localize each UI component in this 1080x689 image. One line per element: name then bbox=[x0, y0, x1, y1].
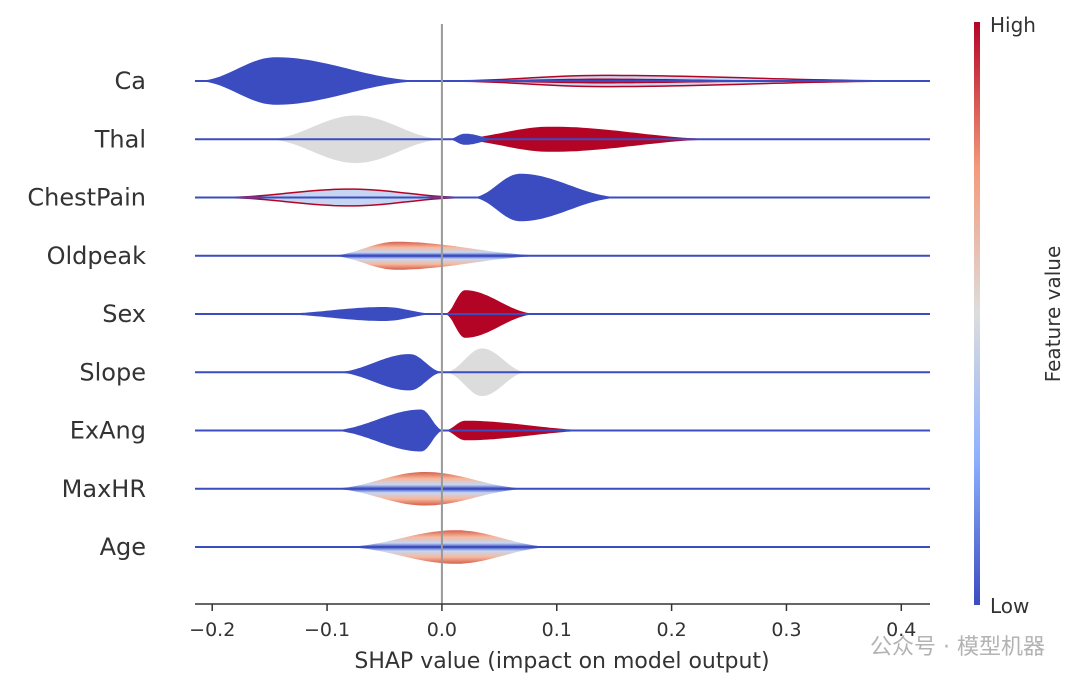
feature-label-exang: ExAng bbox=[70, 417, 146, 445]
violin-row-oldpeak bbox=[195, 241, 930, 270]
x-tick-label: 0.3 bbox=[771, 619, 801, 641]
x-tick-label: 0.2 bbox=[656, 619, 686, 641]
colorbar-low-label: Low bbox=[990, 594, 1029, 618]
feature-label-thal: Thal bbox=[94, 125, 146, 153]
x-tick-label: −0.1 bbox=[304, 619, 350, 641]
feature-label-age: Age bbox=[100, 533, 146, 561]
feature-label-chestpain: ChestPain bbox=[27, 184, 146, 212]
watermark: 公众号 · 模型机器 bbox=[870, 635, 1045, 660]
violin-row-exang bbox=[195, 409, 930, 452]
feature-label-ca: Ca bbox=[115, 67, 146, 95]
x-ticks: −0.2 −0.1 0.0 0.1 0.2 0.3 0.4 bbox=[189, 604, 916, 641]
feature-label-slope: Slope bbox=[79, 358, 146, 386]
x-tick-label: −0.2 bbox=[189, 619, 235, 641]
violin-row-ca bbox=[195, 57, 930, 105]
colorbar-high-label: High bbox=[990, 13, 1036, 37]
violin-row-thal bbox=[195, 115, 930, 164]
feature-label-maxhr: MaxHR bbox=[62, 475, 146, 503]
x-axis-title: SHAP value (impact on model output) bbox=[354, 649, 769, 674]
colorbar: High Low Feature value bbox=[974, 13, 1065, 618]
colorbar-title: Feature value bbox=[1041, 246, 1065, 383]
violin-row-age bbox=[195, 530, 930, 564]
x-tick-label: 0.4 bbox=[886, 619, 916, 641]
x-tick-label: 0.1 bbox=[542, 619, 572, 641]
feature-label-oldpeak: Oldpeak bbox=[47, 242, 147, 270]
feature-labels: Ca Thal ChestPain Oldpeak Sex Slope ExAng MaxHR… bbox=[27, 67, 146, 561]
feature-label-sex: Sex bbox=[102, 300, 146, 328]
colorbar-gradient bbox=[974, 22, 980, 605]
x-tick-label: 0.0 bbox=[427, 619, 457, 641]
violin-layer bbox=[195, 57, 930, 564]
violin-row-sex bbox=[195, 290, 930, 338]
violin-row-maxhr bbox=[195, 472, 930, 506]
violin-row-chestpain bbox=[195, 173, 930, 222]
violin-row-slope bbox=[195, 348, 930, 396]
